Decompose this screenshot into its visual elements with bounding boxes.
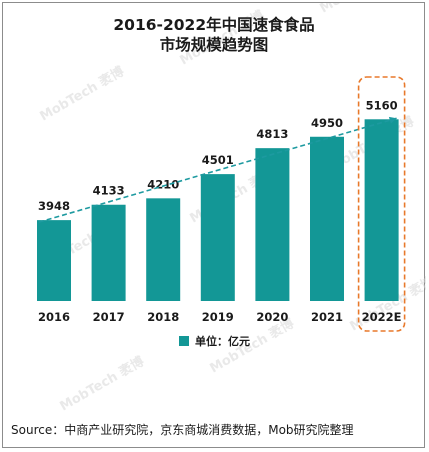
watermark-2: MobTech 袤博 bbox=[317, 3, 407, 16]
bar-2016 bbox=[37, 220, 71, 301]
bar-2017 bbox=[91, 204, 126, 301]
category-labels-group: 2016 2017 2018 2019 2020 2021 2022E bbox=[38, 310, 402, 324]
highlight-2022e-box bbox=[357, 76, 406, 332]
legend-label: 单位：亿元 bbox=[195, 334, 250, 348]
bar-2022E bbox=[364, 119, 399, 302]
category-label-2018: 2018 bbox=[147, 310, 179, 324]
value-label-2019: 4501 bbox=[202, 153, 234, 167]
bars-group bbox=[37, 119, 399, 302]
chart-title-line2: 市场规模趋势图 bbox=[160, 35, 269, 54]
category-label-2022E: 2022E bbox=[362, 310, 402, 324]
chart-title-line1: 2016-2022年中国速食食品 bbox=[113, 15, 314, 34]
bar-2021 bbox=[310, 136, 344, 301]
category-label-2021: 2021 bbox=[311, 310, 343, 324]
chart-frame: MobTech 袤博 MobTech 袤博 MobTech 袤博 MobTech 袤博… bbox=[2, 2, 426, 448]
category-label-2017: 2017 bbox=[93, 310, 125, 324]
watermark-6: MobTech 袤博 bbox=[57, 353, 147, 414]
source-note: Source：中商产业研究院，京东商城消费数据，Mob研究院整理 bbox=[11, 422, 354, 437]
value-label-2020: 4813 bbox=[256, 127, 288, 141]
value-label-2016: 3948 bbox=[38, 199, 70, 213]
bar-2019 bbox=[200, 174, 235, 301]
trend-arrow bbox=[388, 116, 397, 124]
bar-2018 bbox=[146, 198, 181, 301]
value-label-2018: 4210 bbox=[147, 177, 179, 191]
value-label-2022E: 5160 bbox=[366, 98, 398, 112]
category-label-2020: 2020 bbox=[256, 310, 288, 324]
legend-swatch bbox=[179, 336, 189, 346]
trend-line bbox=[38, 117, 397, 223]
value-label-2021: 4950 bbox=[311, 116, 343, 130]
category-label-2016: 2016 bbox=[38, 310, 70, 324]
category-label-2019: 2019 bbox=[202, 310, 234, 324]
bar-2020 bbox=[255, 148, 290, 301]
watermark-0: MobTech 袤博 bbox=[37, 63, 127, 124]
value-label-2017: 4133 bbox=[93, 184, 125, 198]
